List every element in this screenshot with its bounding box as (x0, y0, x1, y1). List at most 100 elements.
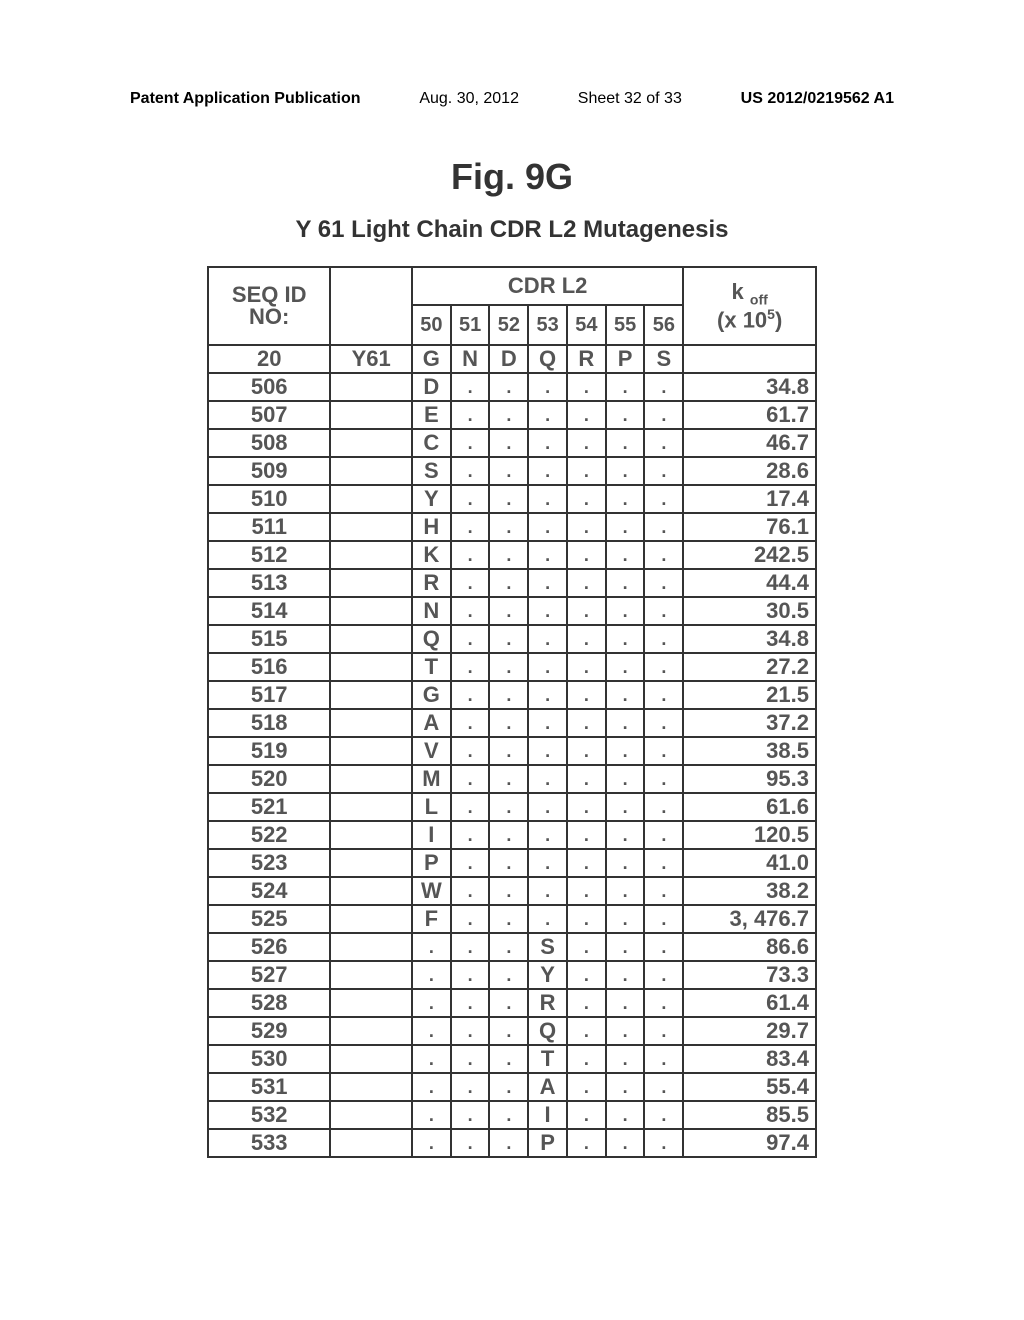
cell-residue: . (451, 429, 490, 457)
cell-y61 (330, 485, 412, 513)
cell-koff: 41.0 (683, 849, 816, 877)
publication-label: Patent Application Publication (130, 90, 361, 108)
cell-residue: D (412, 373, 451, 401)
cell-koff (683, 345, 816, 373)
cell-seq-id: 20 (208, 345, 330, 373)
cell-residue: . (451, 709, 490, 737)
cell-residue: . (606, 681, 645, 709)
cell-residue: . (644, 961, 683, 989)
cell-residue: . (644, 625, 683, 653)
cell-residue: . (567, 765, 606, 793)
cell-residue: . (528, 513, 567, 541)
cell-residue: . (606, 1129, 645, 1157)
cell-residue: D (489, 345, 528, 373)
cell-residue: . (644, 849, 683, 877)
cell-residue: . (451, 597, 490, 625)
cell-residue: . (412, 989, 451, 1017)
cell-residue: . (451, 569, 490, 597)
cell-koff: 95.3 (683, 765, 816, 793)
cell-residue: R (567, 345, 606, 373)
cell-residue: . (567, 1045, 606, 1073)
cell-residue: . (489, 597, 528, 625)
header-pos-52: 52 (489, 305, 528, 345)
cell-residue: . (567, 485, 606, 513)
cell-residue: . (412, 961, 451, 989)
cell-residue: . (606, 1045, 645, 1073)
cell-residue: . (412, 1129, 451, 1157)
table-row: 514N......30.5 (208, 597, 816, 625)
cell-residue: . (644, 989, 683, 1017)
cell-y61 (330, 1129, 412, 1157)
cell-residue: N (451, 345, 490, 373)
table-row: 513R......44.4 (208, 569, 816, 597)
cell-koff: 38.5 (683, 737, 816, 765)
cell-residue: . (606, 765, 645, 793)
table-row: 524W......38.2 (208, 877, 816, 905)
cell-residue: . (567, 373, 606, 401)
header-y61-col (330, 267, 412, 345)
cell-residue: N (412, 597, 451, 625)
cell-residue: G (412, 681, 451, 709)
cell-residue: . (528, 793, 567, 821)
cell-residue: . (489, 765, 528, 793)
cell-seq-id: 516 (208, 653, 330, 681)
cell-residue: . (489, 737, 528, 765)
cell-residue: G (412, 345, 451, 373)
cell-residue: . (528, 373, 567, 401)
table-row: 518A......37.2 (208, 709, 816, 737)
cell-seq-id: 518 (208, 709, 330, 737)
cell-residue: . (528, 429, 567, 457)
cell-residue: Q (412, 625, 451, 653)
cell-y61 (330, 709, 412, 737)
cell-koff: 61.7 (683, 401, 816, 429)
cell-residue: W (412, 877, 451, 905)
cell-residue: . (451, 989, 490, 1017)
table-row: 507E......61.7 (208, 401, 816, 429)
cell-residue: . (489, 709, 528, 737)
cell-residue: . (451, 905, 490, 933)
cell-residue: . (644, 653, 683, 681)
cell-residue: . (451, 1073, 490, 1101)
cell-residue: . (451, 373, 490, 401)
cell-koff: 61.4 (683, 989, 816, 1017)
sheet-number: Sheet 32 of 33 (578, 90, 682, 108)
cell-residue: . (606, 821, 645, 849)
cell-residue: S (528, 933, 567, 961)
cell-y61 (330, 401, 412, 429)
table-row: 519V......38.5 (208, 737, 816, 765)
table-row: 525F......3, 476.7 (208, 905, 816, 933)
cell-koff: 29.7 (683, 1017, 816, 1045)
cell-residue: . (606, 961, 645, 989)
cell-seq-id: 508 (208, 429, 330, 457)
cell-residue: . (567, 625, 606, 653)
cell-residue: . (451, 821, 490, 849)
cell-residue: . (644, 709, 683, 737)
cell-residue: . (567, 541, 606, 569)
table-row: 520M......95.3 (208, 765, 816, 793)
cell-residue: . (489, 429, 528, 457)
cell-residue: . (451, 401, 490, 429)
cell-residue: . (606, 569, 645, 597)
cell-residue: . (644, 681, 683, 709)
cell-residue: . (489, 1073, 528, 1101)
cell-residue: . (567, 681, 606, 709)
cell-residue: . (567, 737, 606, 765)
cell-koff: 97.4 (683, 1129, 816, 1157)
cell-residue: . (528, 597, 567, 625)
table-row: 506D......34.8 (208, 373, 816, 401)
table-row: 531...A...55.4 (208, 1073, 816, 1101)
cell-residue: Q (528, 345, 567, 373)
cell-residue: . (567, 513, 606, 541)
cell-seq-id: 525 (208, 905, 330, 933)
cell-residue: . (451, 933, 490, 961)
cell-residue: . (606, 653, 645, 681)
cell-residue: . (451, 653, 490, 681)
cell-seq-id: 532 (208, 1101, 330, 1129)
cell-y61 (330, 849, 412, 877)
cell-residue: . (451, 793, 490, 821)
cell-residue: . (489, 373, 528, 401)
cell-residue: . (567, 933, 606, 961)
cell-y61 (330, 625, 412, 653)
cell-residue: . (451, 737, 490, 765)
cell-koff: 83.4 (683, 1045, 816, 1073)
